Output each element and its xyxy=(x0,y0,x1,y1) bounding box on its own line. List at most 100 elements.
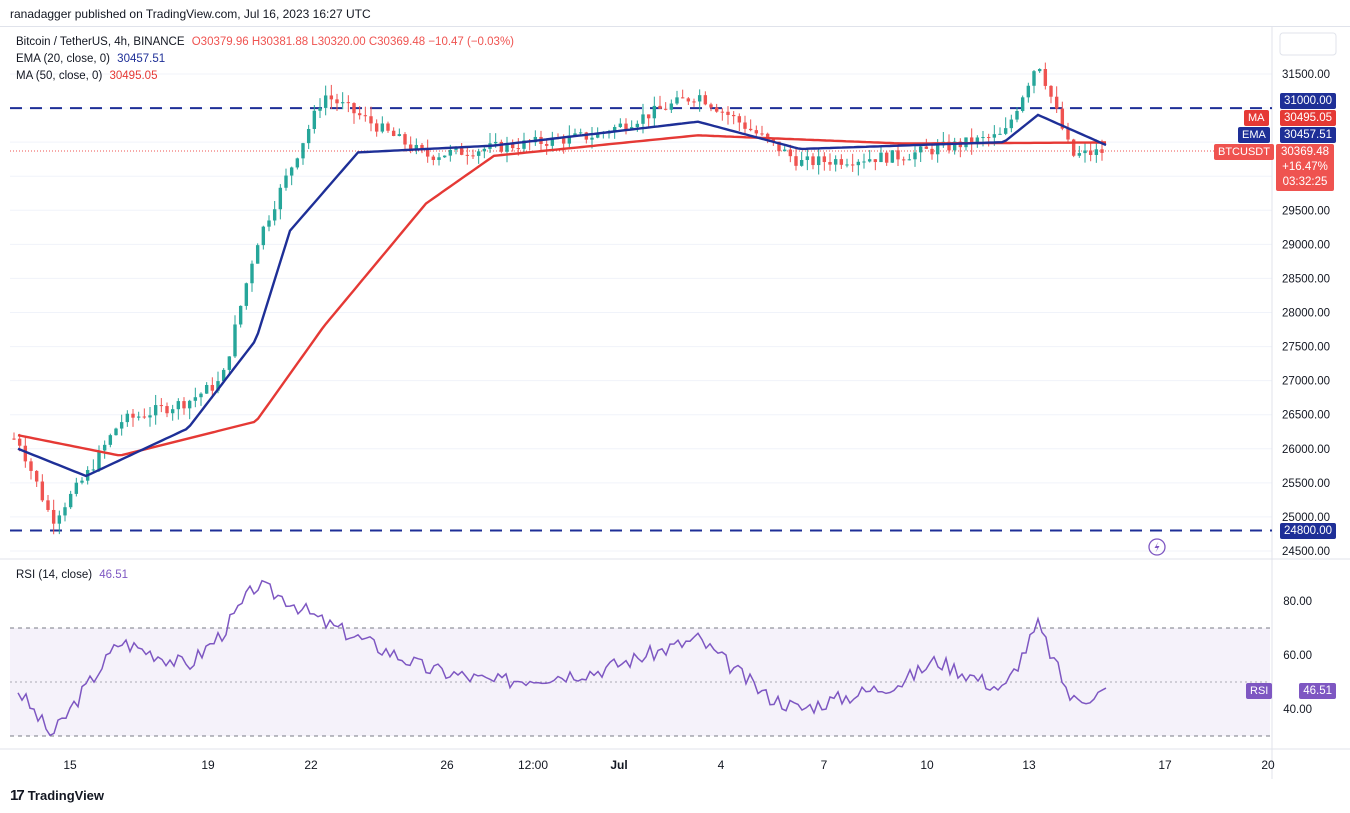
candle-body xyxy=(680,97,685,99)
ema-tag: EMA xyxy=(1238,127,1270,143)
candle-body xyxy=(448,149,453,156)
candle-body xyxy=(522,140,526,149)
candle-body xyxy=(357,113,362,116)
candle-body xyxy=(873,159,878,163)
candle-body xyxy=(23,445,28,462)
candle-body xyxy=(828,162,832,165)
price-tick-label: 27000.00 xyxy=(1282,376,1330,388)
candle-body xyxy=(839,159,844,165)
candle-body xyxy=(754,130,759,134)
candle-body xyxy=(250,263,254,284)
candle-body xyxy=(578,132,583,134)
candle-body xyxy=(1043,69,1048,86)
candle-body xyxy=(510,143,515,149)
candle-body xyxy=(805,156,810,161)
price-tick-label: 25000.00 xyxy=(1282,512,1330,524)
rsi-line[interactable] xyxy=(17,579,1107,737)
candle-body xyxy=(408,144,413,150)
time-ticks: 15 19 22 26 12:00 Jul 4 7 10 13 17 20 xyxy=(63,758,1275,772)
candle-body xyxy=(1020,97,1025,111)
price-tick-label: 26000.00 xyxy=(1282,444,1330,456)
time-tick-label: 17 xyxy=(1158,758,1172,772)
candle-body xyxy=(295,158,300,168)
ma50-line[interactable] xyxy=(17,134,1106,457)
candle-body xyxy=(63,507,67,516)
candle-body xyxy=(850,164,855,166)
candle-body xyxy=(499,141,504,152)
tradingview-logo-icon: 17 xyxy=(10,787,25,804)
rsi-value: 46.51 xyxy=(99,569,129,581)
chart-svg[interactable]: 31500.00 29500.00 29000.00 28500.00 28000.00… xyxy=(0,27,1350,779)
legend-rsi-row[interactable]: RSI (14, close) 46.51 xyxy=(16,569,132,581)
candle-body xyxy=(391,130,396,136)
candle-body xyxy=(136,416,141,418)
scale-settings-button[interactable] xyxy=(1279,32,1337,56)
candle-body xyxy=(68,493,73,508)
candle-body xyxy=(204,385,209,394)
price-tick-label: 25500.00 xyxy=(1282,478,1330,490)
candle-body xyxy=(1049,85,1053,97)
candle-body xyxy=(669,103,674,110)
candle-body xyxy=(692,101,696,103)
candle-body xyxy=(590,137,594,140)
candle-body xyxy=(329,95,334,100)
candle-body xyxy=(74,482,79,494)
candle-body xyxy=(352,103,356,114)
rsi-tick-label: 40.00 xyxy=(1283,704,1312,716)
candle-body xyxy=(748,128,753,131)
ema20-line[interactable] xyxy=(17,113,1107,478)
time-tick-label: 26 xyxy=(440,758,454,772)
symbol-name[interactable]: Bitcoin / TetherUS, 4h, BINANCE xyxy=(16,36,185,48)
candle-body xyxy=(182,401,186,409)
candle-body xyxy=(890,150,895,163)
change-percent: +16.47% xyxy=(1282,161,1328,173)
candle-body xyxy=(238,305,243,325)
rsi-label: RSI (14, close) xyxy=(16,569,93,581)
candle-body xyxy=(170,409,175,414)
candle-body xyxy=(550,137,555,146)
lightning-alert-icon[interactable] xyxy=(1148,538,1166,556)
candle-body xyxy=(340,102,345,104)
candle-body xyxy=(1060,108,1065,129)
candle-body xyxy=(516,148,521,150)
candle-body xyxy=(1088,150,1093,155)
candle-body xyxy=(108,435,113,445)
legend-ma-row[interactable]: MA (50, close, 0) 30495.05 xyxy=(16,70,161,82)
candle-body xyxy=(346,102,351,104)
candle-body xyxy=(856,161,861,166)
footer-brand[interactable]: 17 TradingView xyxy=(10,787,104,804)
candle-body xyxy=(227,356,232,370)
candle-body xyxy=(703,95,708,105)
candle-body xyxy=(1094,149,1099,155)
candle-body xyxy=(833,159,838,165)
candle-body xyxy=(46,500,50,510)
publisher-line: ranadagger published on TradingView.com,… xyxy=(10,7,371,21)
candle-body xyxy=(233,324,237,357)
candle-body xyxy=(731,114,736,117)
candle-body xyxy=(1037,69,1042,72)
candle-body xyxy=(573,133,577,136)
candle-body xyxy=(913,152,917,160)
candle-body xyxy=(114,428,118,436)
candle-body xyxy=(386,123,390,131)
candle-body xyxy=(907,159,912,161)
candle-body xyxy=(567,135,572,144)
time-tick-label: 10 xyxy=(920,758,934,772)
candle-body xyxy=(726,111,730,115)
candle-body xyxy=(618,123,623,127)
ma-price-tag: 30495.05 xyxy=(1280,110,1336,126)
candles xyxy=(12,62,1104,535)
candle-body xyxy=(301,143,305,159)
candle-body xyxy=(397,134,402,136)
candle-body xyxy=(1003,128,1008,134)
candle-body xyxy=(947,141,951,151)
candle-body xyxy=(794,156,798,166)
candle-body xyxy=(845,164,849,166)
time-tick-label: 13 xyxy=(1022,758,1036,772)
candle-body xyxy=(261,226,266,246)
candle-body xyxy=(165,406,169,414)
ma-label: MA (50, close, 0) xyxy=(16,70,103,82)
candle-body xyxy=(40,481,45,501)
legend-ema-row[interactable]: EMA (20, close, 0) 30457.51 xyxy=(16,53,169,65)
candle-body xyxy=(1100,149,1104,153)
